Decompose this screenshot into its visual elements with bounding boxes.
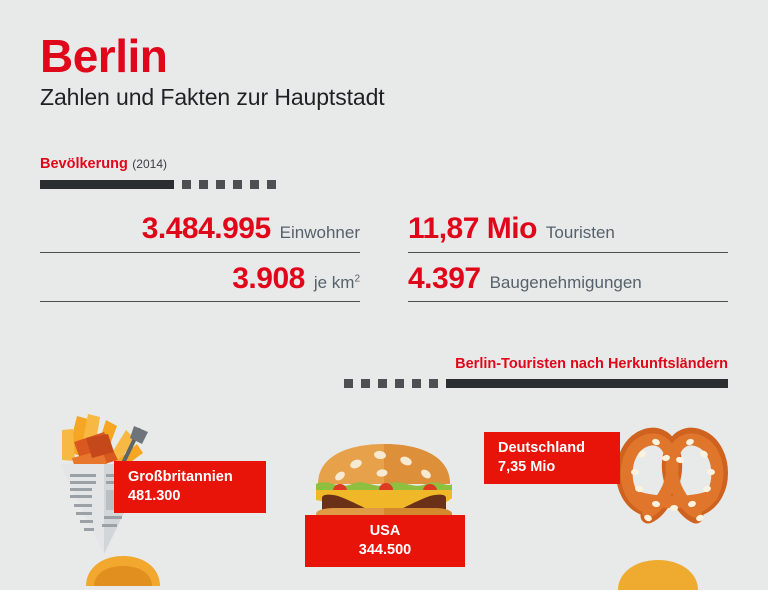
section-header-touristen: Berlin-Touristen nach Herkunftsländern [344, 357, 728, 388]
section-title: Berlin-Touristen nach Herkunftsländern [455, 356, 728, 372]
stat-value: 11,87 Mio [408, 212, 537, 245]
rule-dash [412, 378, 421, 388]
rule-dash [361, 378, 370, 388]
statistics-grid: 3.484.995 Einwohner 3.908 je km2 11,87 M… [40, 212, 728, 302]
tag-visitor-count: 481.300 [128, 487, 181, 504]
rule-dash [250, 180, 259, 189]
rule-dash [344, 378, 353, 388]
stat-value: 3.484.995 [141, 212, 271, 245]
rule-solid-bar [446, 378, 728, 388]
stat-row: 11,87 Mio Touristen [408, 212, 728, 253]
section-rule [40, 180, 276, 189]
stat-label: je km2 [313, 272, 360, 292]
rule-dash-group [174, 180, 276, 189]
stat-label-superscript: 2 [354, 272, 360, 284]
cropped-food-icon-right [616, 560, 700, 590]
pretzel-icon [608, 412, 738, 534]
stat-value: 3.908 [232, 261, 305, 295]
section-title: Bevölkerung [40, 156, 128, 172]
stat-row: 4.397 Baugenehmigungen [408, 261, 728, 302]
stat-label: Touristen [545, 223, 615, 242]
cropped-food-icon-left [84, 556, 162, 586]
section-title-row: Bevölkerung (2014) [40, 155, 270, 173]
rule-dash-group [344, 378, 446, 388]
rule-dash [199, 180, 208, 189]
section-header-bevoelkerung: Bevölkerung (2014) [40, 155, 276, 189]
infographic-slide: Berlin Zahlen und Fakten zur Hauptstadt … [40, 33, 738, 590]
rule-dash [429, 378, 438, 388]
tag-country-name: Großbritannien [128, 469, 233, 485]
rule-solid-bar [40, 180, 174, 189]
section-title-row: Berlin-Touristen nach Herkunftsländern [344, 357, 728, 372]
stat-row: 3.908 je km2 [40, 261, 360, 302]
stat-label: Einwohner [279, 223, 360, 242]
rule-dash [378, 378, 387, 388]
stat-label: Baugenehmigungen [489, 272, 642, 292]
rule-dash [267, 180, 276, 189]
tourist-origin-tag-deutschland: Deutschland 7,35 Mio [484, 432, 620, 485]
page-title: Berlin [40, 30, 168, 82]
tag-visitor-count: 7,35 Mio [498, 458, 556, 475]
stat-value: 4.397 [408, 261, 481, 295]
rule-dash [216, 180, 225, 189]
stats-column-population: 3.484.995 Einwohner 3.908 je km2 [40, 212, 360, 302]
rule-dash [395, 378, 404, 388]
section-year: (2014) [132, 157, 167, 171]
section-rule [344, 378, 728, 388]
tag-visitor-count: 344.500 [358, 541, 412, 558]
rule-dash [182, 180, 191, 189]
stats-column-tourism: 11,87 Mio Touristen 4.397 Baugenehmigung… [408, 212, 728, 302]
tourist-origin-tag-usa: USA 344.500 [305, 515, 465, 568]
tourist-origin-tag-grossbritannien: Großbritannien 481.300 [114, 461, 266, 514]
rule-dash [233, 180, 242, 189]
title-block: Berlin Zahlen und Fakten zur Hauptstadt [40, 33, 385, 110]
page-subtitle: Zahlen und Fakten zur Hauptstadt [40, 84, 385, 110]
tag-country-name: Deutschland [498, 440, 586, 456]
stat-row: 3.484.995 Einwohner [40, 212, 360, 253]
tag-country-name: USA [369, 523, 401, 539]
